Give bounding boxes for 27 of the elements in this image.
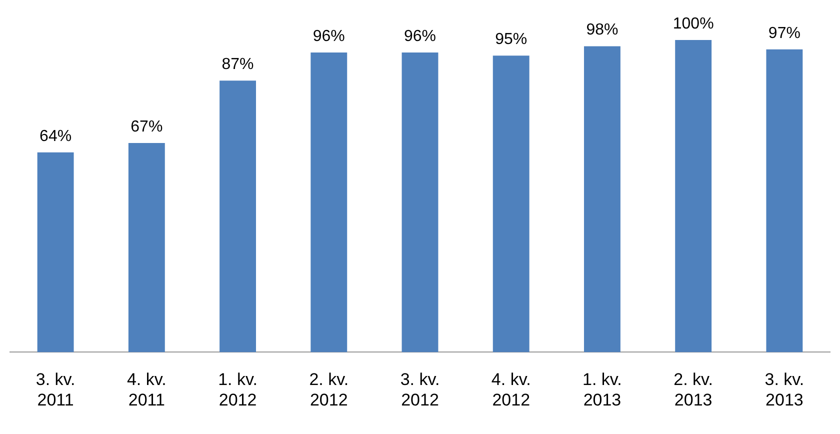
bar [220, 80, 256, 352]
data-label: 96% [404, 28, 436, 45]
x-tick-label: 1. kv. 2013 [582, 370, 622, 410]
bar [766, 49, 803, 352]
x-tick-label: 2. kv. 2013 [674, 370, 714, 410]
data-label: 96% [312, 28, 345, 45]
x-tick-label: 4. kv. 2012 [491, 370, 531, 410]
bar [37, 152, 74, 352]
data-label: 64% [40, 128, 72, 145]
x-tick-label: 3. kv. 2013 [764, 370, 804, 410]
data-label: 98% [586, 22, 618, 39]
bar [584, 46, 620, 352]
x-tick-label: 3. kv. 2012 [400, 370, 440, 410]
x-tick-label: 4. kv. 2011 [126, 370, 166, 410]
data-label: 100% [672, 15, 714, 32]
x-tick-label: 1. kv. 2012 [218, 370, 258, 410]
bar [310, 52, 348, 352]
bar [675, 40, 712, 352]
x-tick-label: 3. kv. 2011 [36, 370, 76, 410]
data-label: 87% [222, 56, 254, 73]
data-label: 97% [768, 24, 800, 42]
bar [128, 143, 165, 352]
bar [402, 52, 438, 352]
bar [492, 56, 530, 352]
data-label: 95% [495, 31, 528, 48]
data-label: 67% [130, 118, 163, 136]
x-tick-label: 2. kv. 2012 [309, 370, 349, 410]
